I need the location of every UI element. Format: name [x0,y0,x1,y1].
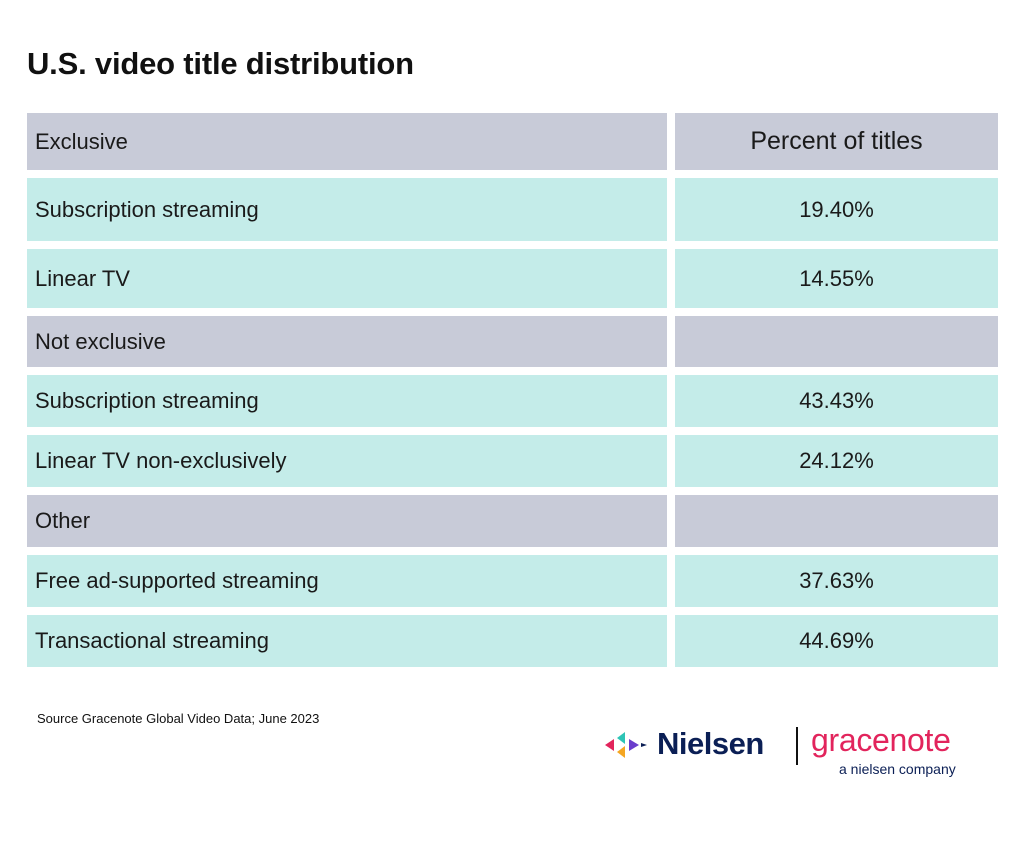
table-cell-value: 43.43% [675,375,998,427]
source-note: Source Gracenote Global Video Data; June… [37,711,320,726]
table-cell-value: 14.55% [675,249,998,308]
logo-divider [796,727,798,765]
table-row: Linear TV 14.55% [27,249,998,308]
table-row: Transactional streaming 44.69% [27,615,998,667]
gracenote-wordmark: gracenote [811,722,951,758]
table-cell-label: Linear TV [27,249,667,308]
table-cell-label: Not exclusive [27,316,667,367]
nielsen-mark-icon [605,732,647,758]
table-cell-label: Linear TV non-exclusively [27,435,667,487]
table-header-row: Exclusive Percent of titles [27,113,998,170]
table-cell-label: Free ad-supported streaming [27,555,667,607]
distribution-table: Exclusive Percent of titles Subscription… [27,113,998,667]
table-row: Linear TV non-exclusively 24.12% [27,435,998,487]
table-header-percent: Percent of titles [675,113,998,170]
table-section-row: Other [27,495,998,547]
table-cell-value: 44.69% [675,615,998,667]
nielsen-wordmark: Nielsen [657,726,764,761]
table-row: Free ad-supported streaming 37.63% [27,555,998,607]
page-title: U.S. video title distribution [27,46,414,81]
table-cell-value [675,495,998,547]
nielsen-gracenote-logo: Nielsen gracenote a nielsen company [603,722,983,784]
table-row: Subscription streaming 19.40% [27,178,998,241]
table-cell-label: Transactional streaming [27,615,667,667]
table-section-row: Not exclusive [27,316,998,367]
table-cell-value: 24.12% [675,435,998,487]
table-cell-value: 37.63% [675,555,998,607]
table-cell-label: Exclusive [27,113,667,170]
table-cell-value [675,316,998,367]
table-cell-value: 19.40% [675,178,998,241]
table-cell-label: Other [27,495,667,547]
table-row: Subscription streaming 43.43% [27,375,998,427]
table-cell-label: Subscription streaming [27,375,667,427]
table-cell-label: Subscription streaming [27,178,667,241]
logo-tagline: a nielsen company [839,761,956,777]
